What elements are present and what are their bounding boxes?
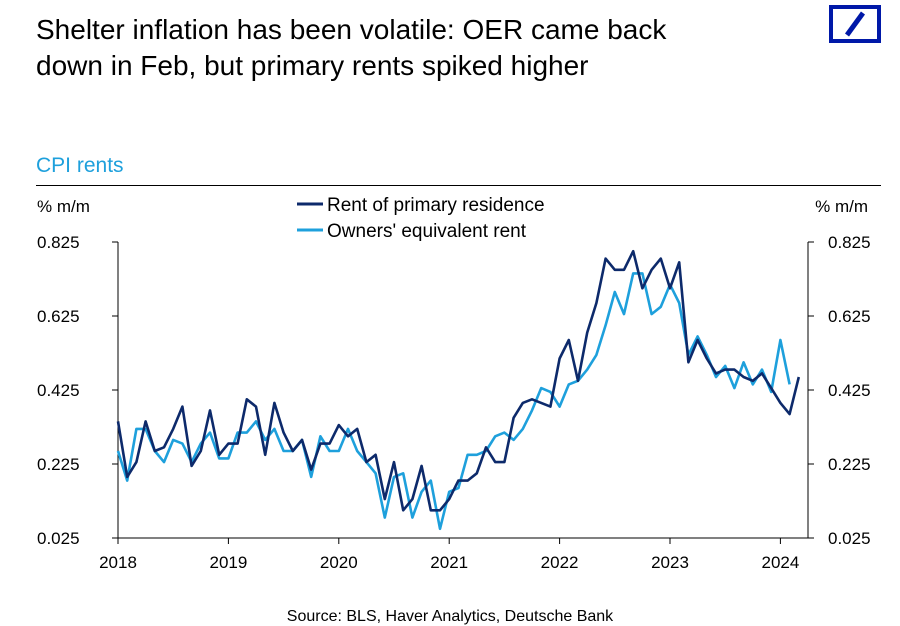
x-tick-label: 2021 <box>430 553 468 572</box>
y-tick-label-right: 0.825 <box>828 233 871 252</box>
axis-ticks: 0.825 0.825 0.625 0.625 0.425 0.425 0.225 0.225… <box>37 233 871 572</box>
line-chart: % m/m % m/m Rent of primary residence Ow… <box>37 195 871 572</box>
y-tick-label-left: 0.025 <box>37 529 80 548</box>
y-tick-label-left: 0.225 <box>37 455 80 474</box>
chart-subtitle: CPI rents <box>36 154 124 177</box>
x-tick-label: 2019 <box>209 553 247 572</box>
y-axis-label-left: % m/m <box>37 197 90 216</box>
y-tick-label-left: 0.625 <box>37 307 80 326</box>
y-tick-label-right: 0.025 <box>828 529 871 548</box>
y-tick-label-right: 0.425 <box>828 381 871 400</box>
header-divider <box>36 185 881 186</box>
y-axis-label-right: % m/m <box>815 197 868 216</box>
legend: Rent of primary residence Owners' equiva… <box>297 195 545 242</box>
x-tick-label: 2022 <box>541 553 579 572</box>
y-tick-label-left: 0.825 <box>37 233 80 252</box>
y-tick-label-left: 0.425 <box>37 381 80 400</box>
chart-title-line-2: down in Feb, but primary rents spiked hi… <box>36 50 589 81</box>
source-note: Source: BLS, Haver Analytics, Deutsche B… <box>286 608 614 625</box>
x-tick-label: 2018 <box>99 553 137 572</box>
deutsche-bank-logo-icon <box>829 5 881 43</box>
legend-label-oer: Owners' equivalent rent <box>327 221 527 242</box>
logo-slash-icon <box>844 11 866 37</box>
x-tick-label: 2024 <box>761 553 799 572</box>
y-tick-label-right: 0.225 <box>828 455 871 474</box>
legend-label-primary-rent: Rent of primary residence <box>327 195 545 216</box>
chart-title-line-1: Shelter inflation has been volatile: OER… <box>36 14 667 45</box>
chart-series <box>116 249 801 531</box>
x-tick-label: 2020 <box>320 553 358 572</box>
series-line-primary-rent <box>116 249 801 512</box>
y-tick-label-right: 0.625 <box>828 307 871 326</box>
chart-title: Shelter inflation has been volatile: OER… <box>36 12 796 84</box>
x-tick-label: 2023 <box>651 553 689 572</box>
